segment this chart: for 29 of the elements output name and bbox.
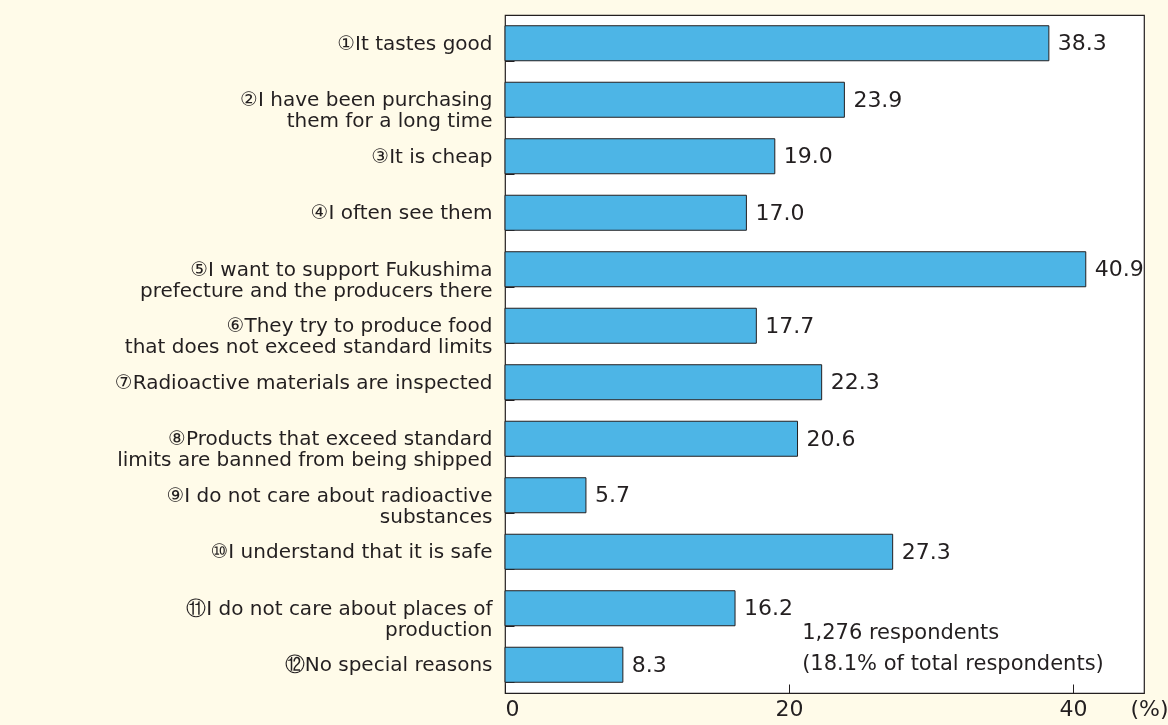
- y-tick-label: ⑫No special reasons: [284, 652, 493, 677]
- annotation: 1,276 respondents (18.1% of total respondents): [802, 619, 1104, 675]
- y-tick-label: ①It tastes good: [337, 30, 493, 55]
- y-tick-label: ⑦Radioactive materials are inspected: [114, 369, 493, 394]
- data-label: 38.3: [1057, 30, 1107, 56]
- x-tick-label: 0: [505, 695, 520, 721]
- y-tick-label: ⑧Products that exceed standard limits are banned from being shipped: [117, 426, 493, 472]
- data-label: 17.7: [765, 312, 815, 338]
- data-label: 19.0: [783, 143, 833, 169]
- y-tick-label: ⑨I do not care about radioactive substances: [166, 482, 493, 528]
- data-label: 17.0: [755, 199, 805, 225]
- y-tick-label: ②I have been purchasing them for a long time: [240, 87, 493, 133]
- y-tick-label: ⑪I do not care about places of production: [186, 595, 494, 641]
- y-tick-label: ④I often see them: [310, 200, 493, 225]
- data-label: 40.9: [1094, 256, 1144, 282]
- y-tick-label: ③It is cheap: [371, 143, 493, 168]
- x-axis-title: (%): [1130, 695, 1168, 721]
- data-label: 22.3: [830, 369, 880, 395]
- x-tick-label: 40: [1059, 695, 1088, 721]
- data-label: 20.6: [806, 425, 856, 451]
- data-label: 16.2: [744, 595, 794, 621]
- data-label: 23.9: [853, 86, 903, 112]
- x-tick-label: 20: [775, 695, 804, 721]
- data-label: 27.3: [901, 538, 951, 564]
- data-label: 8.3: [631, 651, 667, 677]
- y-tick-label: ⑩I understand that it is safe: [210, 539, 493, 564]
- y-tick-label: ⑥They try to produce food that does not exceed standard limits: [124, 313, 493, 359]
- data-label: 5.7: [594, 482, 630, 508]
- y-tick-label: ⑤I want to support Fukushima prefecture and the producers there: [139, 256, 493, 302]
